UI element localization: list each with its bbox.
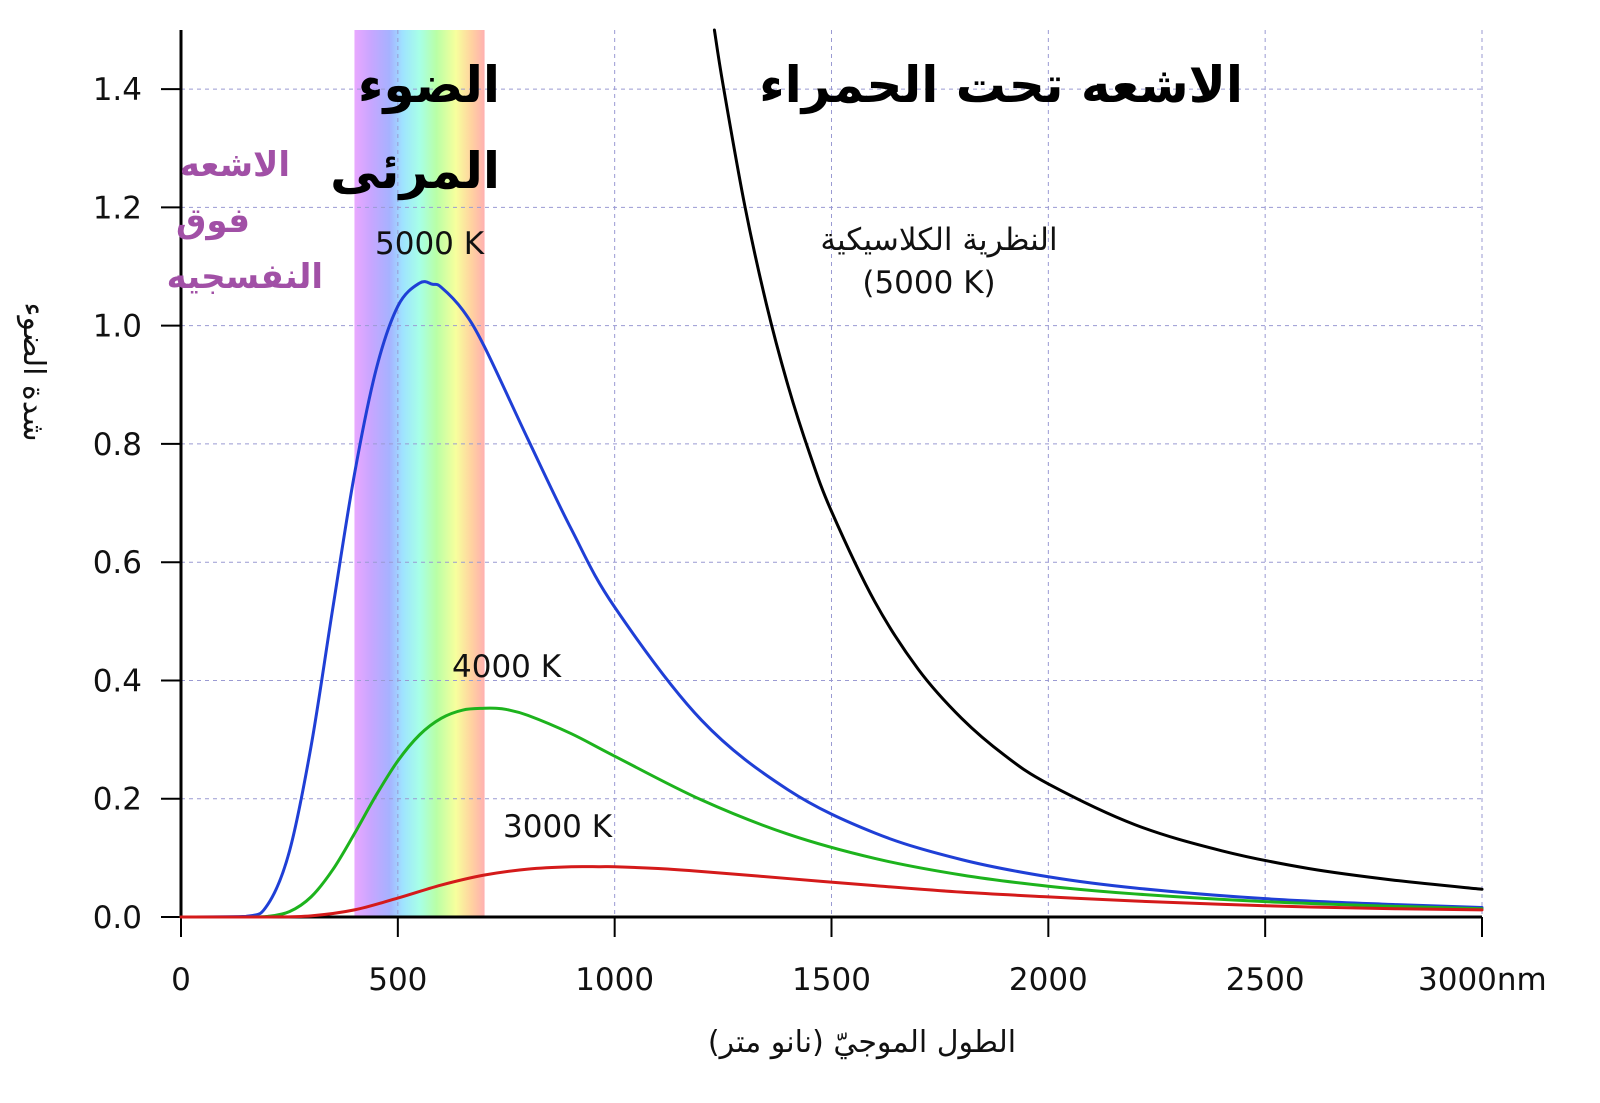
y-tick-label: 0.6 bbox=[93, 545, 142, 581]
series-line-2 bbox=[179, 865, 1484, 919]
visible-label-line1: الضوء bbox=[358, 56, 500, 115]
label-classical-5000k: (5000 K) bbox=[862, 265, 995, 301]
series-line-0 bbox=[179, 280, 1484, 919]
x-tick-label: 3000nm bbox=[1418, 962, 1547, 998]
y-tick-label: 1.0 bbox=[93, 309, 142, 345]
series-line-3 bbox=[712, 28, 1484, 891]
x-tick-label: 500 bbox=[368, 962, 427, 998]
y-tick-label: 0.4 bbox=[93, 663, 142, 699]
ultraviolet-label-line2: فوق bbox=[176, 201, 250, 241]
x-axis-ticks: 0 500 1000 1500 2000 2500 3000nm bbox=[171, 917, 1547, 998]
x-tick-label: 2000 bbox=[1009, 962, 1088, 998]
y-tick-label: 0.0 bbox=[93, 900, 142, 936]
y-tick-label: 0.2 bbox=[93, 782, 142, 818]
y-tick-label: 1.2 bbox=[93, 190, 142, 226]
infrared-label: الاشعه تحت الحمراء bbox=[759, 56, 1243, 115]
x-tick-label: 1000 bbox=[575, 962, 654, 998]
x-tick-label: 0 bbox=[171, 962, 191, 998]
x-axis-title: الطول الموجيّ (نانو متر) bbox=[708, 1025, 1016, 1060]
label-4000k: 4000 K bbox=[452, 649, 562, 685]
x-tick-label: 2500 bbox=[1226, 962, 1305, 998]
visible-spectrum-band bbox=[354, 30, 485, 917]
y-tick-label: 0.8 bbox=[93, 427, 142, 463]
ultraviolet-label-line1: الاشعه bbox=[180, 145, 290, 185]
series-lines bbox=[179, 28, 1484, 919]
label-classical-theory: النظرية الكلاسيكية bbox=[820, 222, 1057, 258]
label-5000k: 5000 K bbox=[375, 226, 485, 262]
ultraviolet-label-line3: النفسجيه bbox=[167, 257, 323, 297]
y-axis-title: شدة الضوء bbox=[16, 302, 51, 441]
y-axis-ticks: 0.0 0.2 0.4 0.6 0.8 1.0 1.2 1.4 bbox=[93, 72, 181, 936]
visible-label-line2: المرئى bbox=[330, 142, 500, 201]
y-tick-label: 1.4 bbox=[93, 72, 142, 108]
label-3000k: 3000 K bbox=[503, 809, 613, 845]
grid-lines bbox=[181, 30, 1483, 917]
series-line-1 bbox=[179, 706, 1484, 919]
x-tick-label: 1500 bbox=[792, 962, 871, 998]
